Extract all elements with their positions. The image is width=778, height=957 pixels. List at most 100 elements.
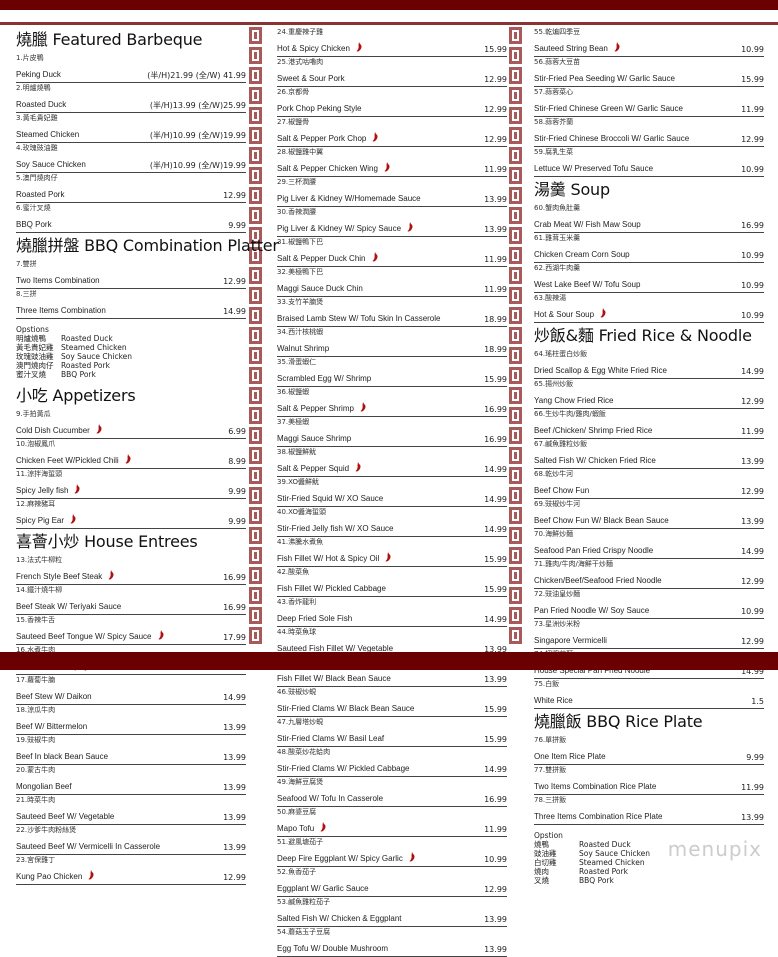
menu-column-3: 55.乾煸四季豆 Sauteed String Bean 10.99 56.蒜蓉大豆苗… [534,27,764,889]
item-chinese-name: 20.蒙古牛肉 [16,766,56,774]
item-chinese-name: 31.椒鹽鴨下巴 [277,238,324,246]
item-price: 12.99 [741,397,764,406]
option-row: 澳門燒肉仔 Roasted Pork [16,361,246,370]
item-names: 47.九層塔炒蜆 Stir-Fried Clams W/ Basil Leaf [277,718,478,745]
item-english-name: Salt & Pepper Pork Chop [277,134,367,143]
section-heading: 燒臘拼盤 BBQ Combination Platter [16,236,279,255]
item-chinese-name: 62.西湖牛肉羹 [534,264,581,272]
chili-pepper-icon [409,847,416,862]
item-english-name: Roasted Pork [16,190,65,199]
border-pattern-tile [249,287,262,304]
item-chinese-name: 68.乾炒牛河 [534,470,574,478]
item-english-name: Kung Pao Chicken [16,872,83,881]
item-names: 65.揚州炒飯 Yang Chow Fried Rice [534,380,735,407]
menu-item: 36.椒鹽蝦 Salt & Pepper Shrimp 16.99 [277,387,507,417]
item-names: 13.法式牛柳粒 French Style Beef Steak [16,556,217,583]
item-chinese-name: 41.沸騰水煮魚 [277,538,324,546]
item-chinese-name: 25.港式咕嚕肉 [277,58,324,66]
item-price: 12.99 [741,637,764,646]
item-english-name: Salted Fish W/ Chicken & Eggplant [277,914,402,923]
item-price: 12.99 [741,135,764,144]
options-list: Opstions 明爐燒鴨 Roasted Duck 黃毛貴妃雞 Steamed Chi… [16,325,246,379]
item-names: 31.椒鹽鴨下巴 Salt & Pepper Duck Chin [277,238,478,265]
menu-item: 69.豉椒炒牛河 Beef Chow Fun W/ Black Bean Sauc… [534,499,764,529]
item-price: 12.99 [484,105,507,114]
item-english-name: One Item Rice Plate [534,752,606,761]
option-chinese: 蜜汁叉燒 [16,370,46,379]
item-chinese-name: 34.西汁核桃蝦 [277,328,324,336]
menu-item: 41.沸騰水煮魚 Fish Fillet W/ Hot & Spicy Oil 15… [277,537,507,567]
item-english-name: Stir-Fried Chinese Green W/ Garlic Sauce [534,104,683,113]
item-english-name: Yang Chow Fried Rice [534,396,614,405]
item-names: 3.黃毛貴妃雞 Steamed Chicken [16,114,144,141]
item-english-name: Spicy Jelly fish [16,486,69,495]
border-pattern-tile [249,307,262,324]
item-chinese-name: 15.香辣牛舌 [16,616,56,624]
item-names: 30.香辣潤腰 Pig Liver & Kidney W/ Spicy Sauce [277,208,478,235]
border-pattern-tile [249,227,262,244]
menu-item: 6.蜜汁叉燒 BBQ Pork 9.99 [16,203,246,233]
menu-item: 15.香辣牛舌 Sauteed Beef Tongue W/ Spicy Sauc… [16,615,246,645]
border-pattern-tile [509,227,522,244]
menu-item: 64.瑤柱蛋白炒飯 Dried Scallop & Egg White Fried… [534,349,764,379]
item-names: 54.蘑菇玉子豆腐 Egg Tofu W/ Double Mushroom [277,928,478,955]
item-names: 10.泡椒鳳爪 Chicken Feet W/Pickled Chili [16,440,222,467]
item-names: 41.沸騰水煮魚 Fish Fillet W/ Hot & Spicy Oil [277,538,478,565]
border-pattern-tile [249,47,262,64]
item-chinese-name: 21.時菜牛肉 [16,796,56,804]
item-english-name: Beef Steak W/ Teriyaki Sauce [16,602,122,611]
item-english-name: Pig Liver & Kidney W/Homemade Sauce [277,194,421,203]
item-names: 7.雙拼 Two Items Combination [16,260,217,287]
item-price: 14.99 [223,693,246,702]
item-names: 11.涼拌海蜇頭 Spicy Jelly fish [16,470,222,497]
item-english-name: Scrambled Egg W/ Shrimp [277,374,372,383]
item-chinese-name: 54.蘑菇玉子豆腐 [277,928,331,936]
item-names: 64.瑤柱蛋白炒飯 Dried Scallop & Egg White Fried… [534,350,735,377]
item-english-name: Pork Chop Peking Style [277,104,362,113]
item-names: 59.腐乳生菜 Lettuce W/ Preserved Tofu Sauce [534,148,735,175]
item-price: 14.99 [741,367,764,376]
item-price: 11.99 [484,825,507,834]
item-names: 78.三拼飯 Three Items Combination Rice Plate [534,796,735,823]
section-heading: 炒飯&麵 Fried Rice & Noodle [534,326,752,345]
item-price: 10.99 [741,165,764,174]
menu-item: 62.西湖牛肉羹 West Lake Beef W/ Tofu Soup 10.99 [534,263,764,293]
item-names: 19.豉椒牛肉 Beef In black Bean Sauce [16,736,217,763]
item-english-name: Hot & Spicy Chicken [277,44,350,53]
item-english-name: Maggi Sauce Shrimp [277,434,352,443]
item-price: 13.99 [484,915,507,924]
border-pattern-tile [509,207,522,224]
border-pattern-tile [509,147,522,164]
item-price: 10.99 [741,281,764,290]
item-english-name: Stir-Fried Squid W/ XO Sauce [277,494,384,503]
item-price: 16.99 [484,405,507,414]
item-price: 11.99 [484,165,507,174]
item-english-name: Peking Duck [16,70,61,79]
option-row: 白切雞 Steamed Chicken [534,858,764,867]
item-price: 13.99 [484,225,507,234]
item-names: 42.酸菜魚 Fish Fillet W/ Pickled Cabbage [277,568,478,595]
item-chinese-name: 4.玫瑰豉油雞 [16,144,58,152]
chili-pepper-icon [600,303,607,318]
item-price: (半/H)21.99 (全/W) 41.99 [147,71,246,80]
option-english: Roasted Pork [579,867,628,876]
item-english-name: Stir-Fried Pea Seeding W/ Garlic Sauce [534,74,675,83]
item-price: 16.99 [484,795,507,804]
menu-item: 52.魚香茄子 Eggplant W/ Garlic Sauce 12.99 [277,867,507,897]
item-english-name: Hot & Sour Soup [534,310,595,319]
border-pattern-tile [249,267,262,284]
item-names: 72.豉油皇炒麵 Pan Fried Noodle W/ Soy Sauce [534,590,735,617]
item-price: 14.99 [484,525,507,534]
item-price: 13.99 [484,195,507,204]
item-chinese-name: 37.美極蝦 [277,418,310,426]
option-row: 燒肉 Roasted Pork [534,867,764,876]
item-chinese-name: 19.豉椒牛肉 [16,736,56,744]
item-names: 55.乾煸四季豆 Sauteed String Bean [534,28,735,55]
menu-item: 54.蘑菇玉子豆腐 Egg Tofu W/ Double Mushroom 13.9… [277,927,507,957]
item-english-name: Beef W/ Bittermelon [16,722,88,731]
menu-item: 55.乾煸四季豆 Sauteed String Bean 10.99 [534,27,764,57]
chili-pepper-icon [320,817,327,832]
item-names: 17.蘿蔔牛腩 Beef Stew W/ Daikon [16,676,217,703]
item-english-name: Stir-Fried Clams W/ Pickled Cabbage [277,764,410,773]
border-pattern-tile [509,287,522,304]
